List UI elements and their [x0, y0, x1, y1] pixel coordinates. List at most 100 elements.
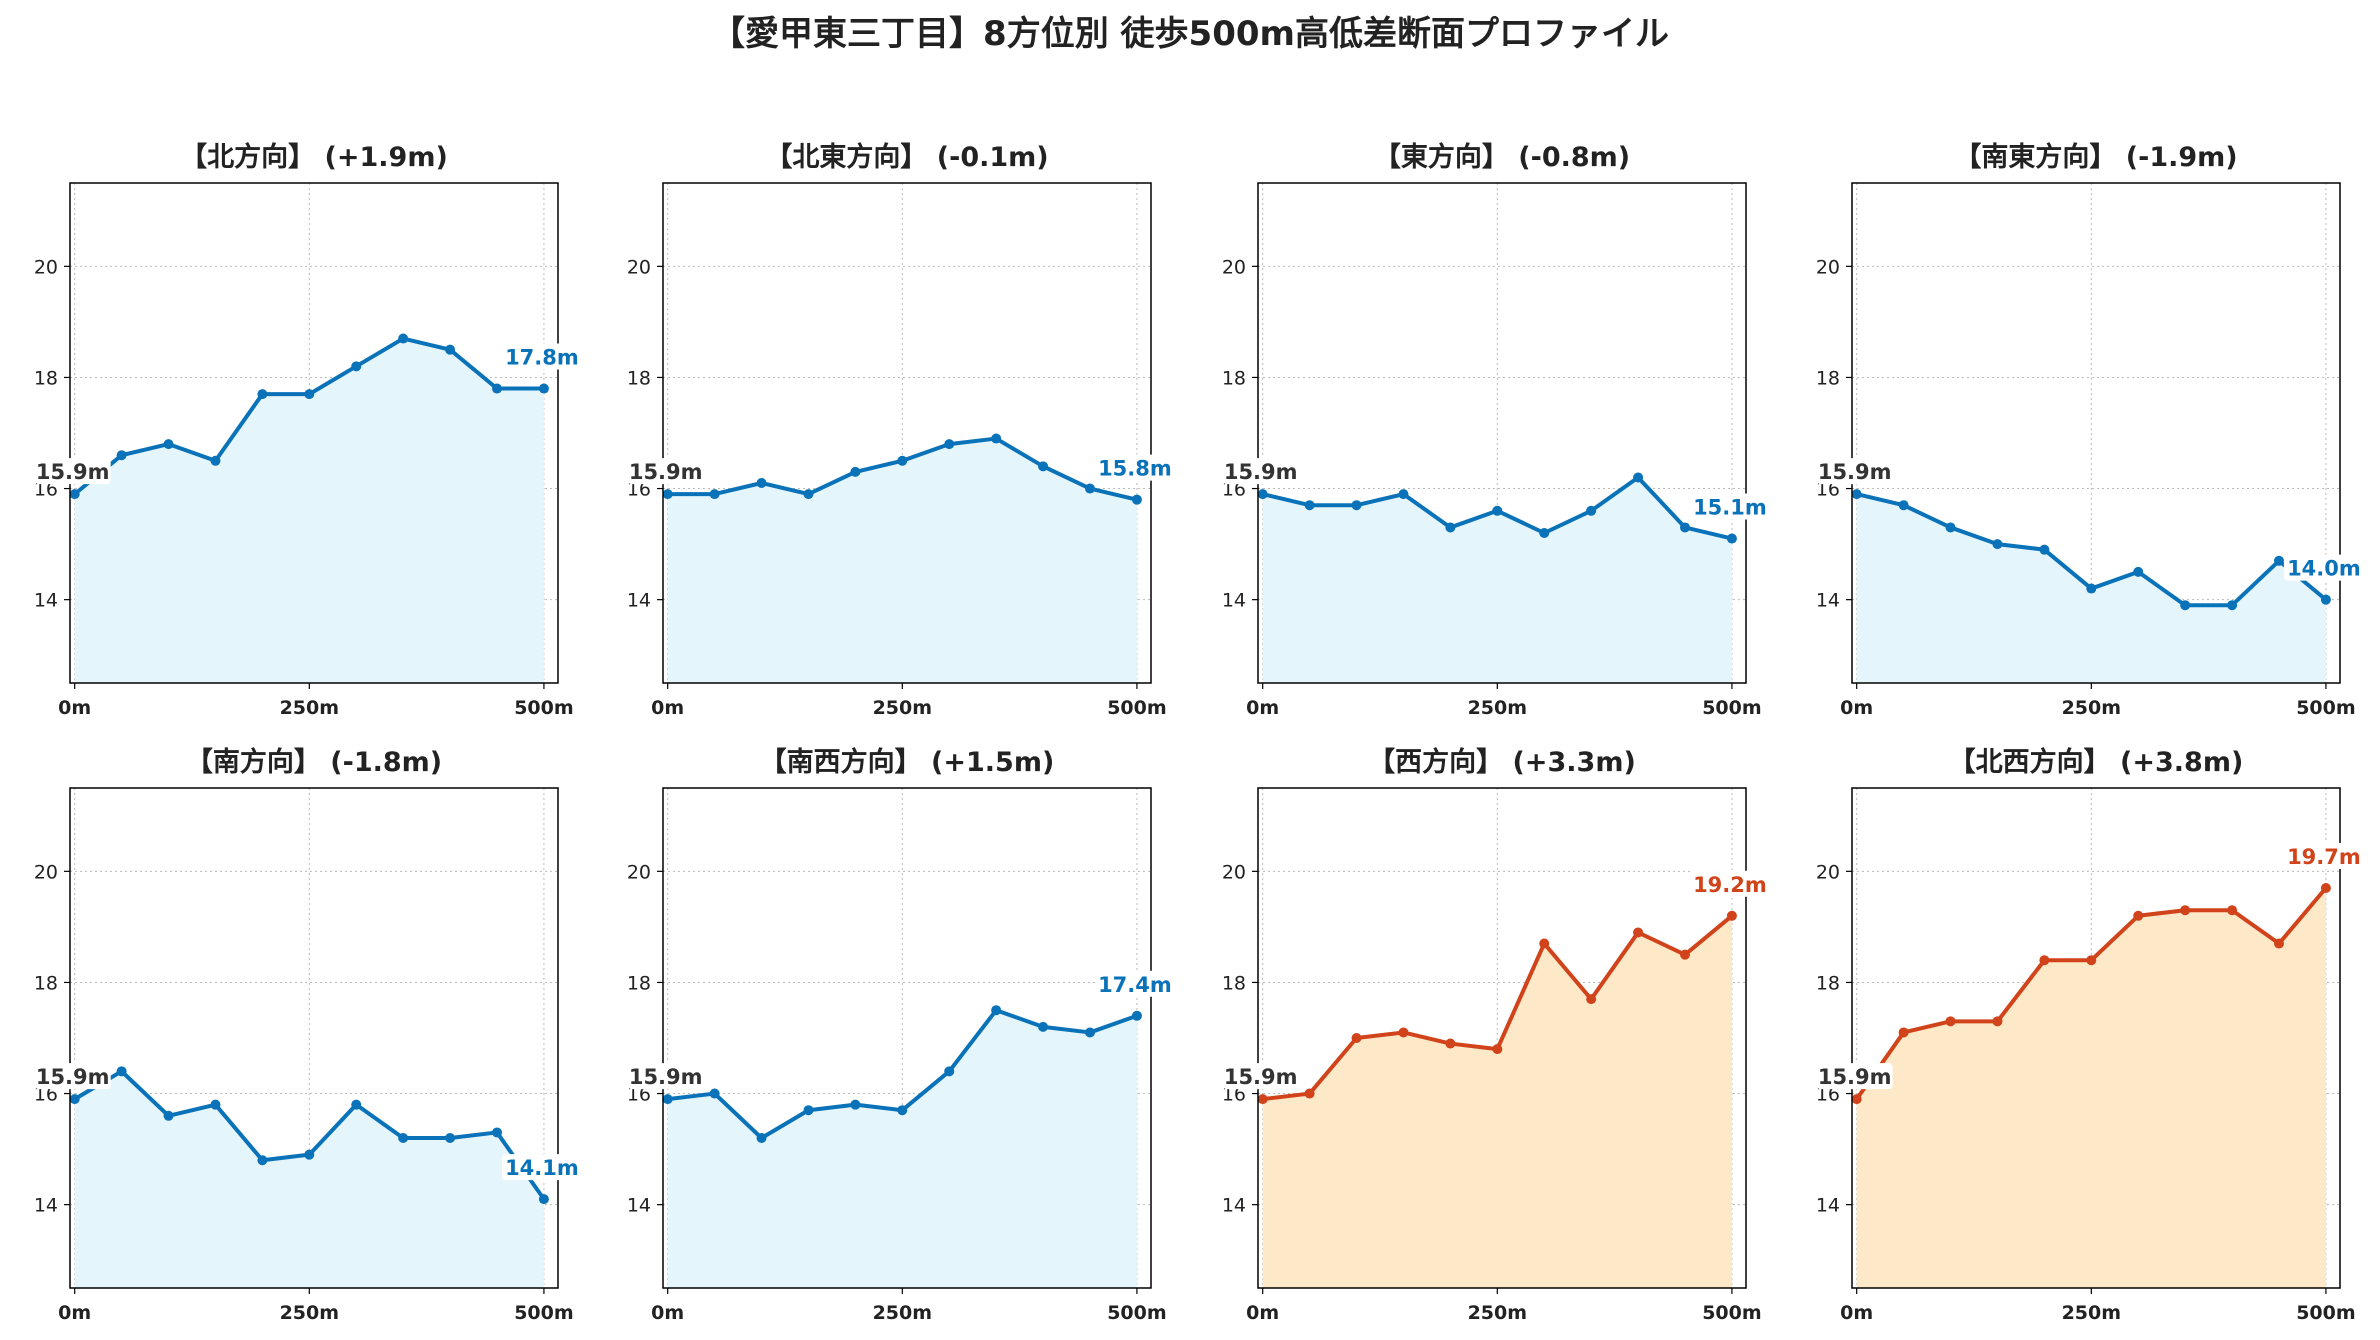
data-point: [1898, 500, 1909, 511]
x-tick-label: 250m: [280, 697, 339, 719]
start-label-bg: [1222, 458, 1299, 485]
x-tick-label: 0m: [1840, 1302, 1873, 1324]
data-point: [1304, 500, 1315, 511]
axes-frame: [1851, 787, 2341, 1289]
y-tick-label: 18: [1222, 367, 1246, 389]
data-point: [351, 361, 362, 372]
data-point: [1445, 1038, 1456, 1049]
area-fill: [1856, 888, 2326, 1288]
data-point: [116, 450, 127, 461]
data-point: [1257, 489, 1268, 500]
data-point: [850, 1099, 861, 1110]
panel-title: 【西方向】 (+3.3m): [1368, 746, 1636, 778]
x-tick-label: 0m: [1840, 697, 1873, 719]
y-tick-label: 20: [1222, 256, 1246, 278]
data-point: [304, 1149, 315, 1160]
start-label: 15.9m: [1224, 1065, 1298, 1089]
data-point: [1992, 1016, 2003, 1027]
data-point: [2133, 910, 2144, 921]
data-point: [850, 466, 861, 477]
data-point: [897, 455, 908, 466]
end-label-bg: [1094, 970, 1177, 997]
area-fill: [667, 438, 1137, 683]
start-label-bg: [627, 458, 704, 485]
axes-frame: [69, 182, 559, 684]
start-label: 15.9m: [36, 1065, 110, 1089]
start-label-bg: [627, 1063, 704, 1090]
end-label: 19.2m: [1693, 873, 1767, 897]
data-point: [1398, 489, 1409, 500]
y-tick-label: 14: [1816, 590, 1840, 612]
data-point: [1586, 994, 1597, 1005]
data-point: [1726, 910, 1737, 921]
data-point: [897, 1105, 908, 1116]
data-point: [1851, 489, 1862, 500]
data-point: [2039, 955, 2050, 966]
y-tick-label: 20: [1816, 861, 1840, 883]
x-tick-label: 0m: [1246, 1302, 1279, 1324]
data-point: [69, 489, 80, 500]
data-point: [210, 1099, 221, 1110]
y-tick-label: 14: [1222, 1195, 1246, 1217]
data-point: [1633, 472, 1644, 483]
y-tick-label: 18: [627, 972, 651, 994]
start-label: 15.9m: [629, 460, 703, 484]
y-tick-label: 14: [34, 590, 58, 612]
data-point: [1351, 500, 1362, 511]
x-tick-label: 500m: [1702, 1302, 1761, 1324]
x-tick-label: 500m: [2296, 697, 2355, 719]
end-label-bg: [2283, 554, 2366, 581]
figure-title: 【愛甲東三丁目】8方位別 徒歩500m高低差断面プロファイル: [711, 14, 1669, 54]
y-tick-label: 18: [34, 367, 58, 389]
data-point: [538, 383, 549, 394]
data-point: [2039, 544, 2050, 555]
axes-frame: [1257, 182, 1747, 684]
data-point: [163, 439, 174, 450]
data-point: [756, 1133, 767, 1143]
panel-title: 【南西方向】 (+1.5m): [760, 746, 1055, 778]
data-point: [2086, 955, 2097, 966]
data-point: [803, 1105, 814, 1116]
data-point: [944, 1066, 955, 1077]
data-point: [1085, 483, 1095, 494]
x-tick-label: 500m: [514, 697, 573, 719]
x-tick-label: 0m: [651, 1302, 684, 1324]
data-point: [1492, 1044, 1503, 1055]
end-label-bg: [501, 343, 584, 370]
area-fill: [667, 1010, 1137, 1288]
y-tick-label: 18: [1816, 972, 1840, 994]
end-label: 19.7m: [2287, 845, 2361, 869]
area-fill: [1262, 915, 1732, 1288]
y-tick-label: 18: [1222, 972, 1246, 994]
data-point: [1539, 938, 1550, 949]
data-point: [2274, 555, 2284, 566]
data-point: [492, 383, 502, 394]
end-label-bg: [1094, 454, 1177, 481]
end-label-bg: [501, 1154, 584, 1181]
start-label-bg: [34, 458, 111, 485]
data-point: [991, 433, 1002, 444]
start-label: 15.9m: [36, 460, 110, 484]
axes-frame: [662, 787, 1152, 1289]
x-tick-label: 0m: [58, 697, 91, 719]
data-point: [2180, 600, 2191, 611]
end-label: 15.8m: [1098, 457, 1172, 481]
data-point: [1257, 1094, 1268, 1105]
start-label-bg: [1816, 1063, 1893, 1090]
data-point: [445, 1133, 456, 1143]
data-point: [756, 478, 767, 488]
y-tick-label: 14: [627, 1195, 651, 1217]
data-point: [163, 1110, 174, 1121]
data-point: [492, 1127, 502, 1138]
end-label: 14.1m: [505, 1156, 579, 1180]
x-tick-label: 500m: [514, 1302, 573, 1324]
data-point: [2180, 905, 2191, 916]
end-label-bg: [1689, 493, 1772, 520]
data-point: [2227, 905, 2238, 916]
end-label: 17.4m: [1098, 973, 1172, 997]
